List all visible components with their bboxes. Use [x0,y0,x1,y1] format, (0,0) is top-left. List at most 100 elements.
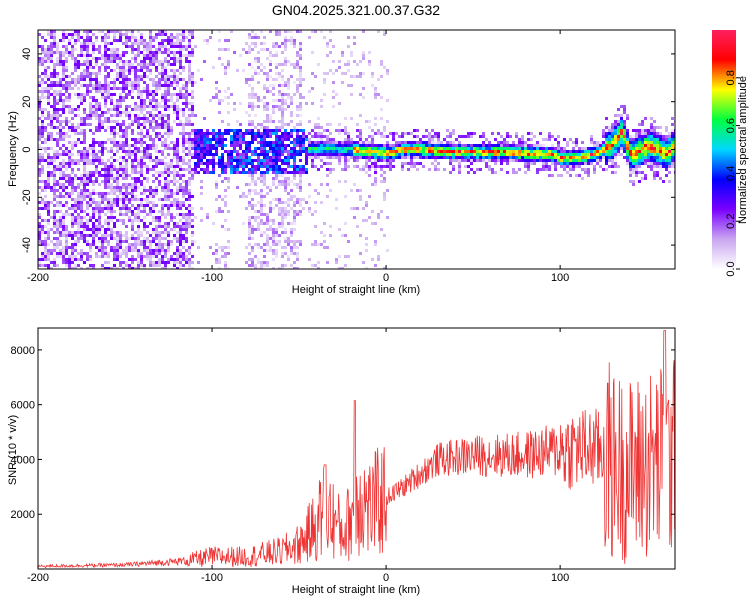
spectrogram-cell [593,153,596,156]
spectrogram-cell [146,180,149,183]
spectrogram-cell [323,153,326,156]
spectrogram-cell [83,123,86,126]
spectrogram-cell [179,87,182,90]
spectrogram-cell [71,162,74,165]
spectrogram-cell [485,138,488,141]
spectrogram-cell [497,144,500,147]
spectrogram-cell [230,159,233,162]
spectrogram-cell [83,111,86,114]
spectrogram-cell [41,219,44,222]
spectrogram-cell [578,150,581,153]
spectrogram-cell [374,162,377,165]
spectrogram-cell [74,141,77,144]
spectrogram-cell [38,99,41,102]
spectrogram-cell [350,156,353,159]
spectrogram-cell [269,228,272,231]
spectrogram-cell [128,105,131,108]
spectrogram-cell [215,249,218,252]
spectrogram-cell [488,144,491,147]
spectrogram-cell [77,114,80,117]
chart-title: GN04.2025.321.00.37.G32 [272,2,440,18]
spectrogram-cell [131,165,134,168]
spectrogram-cell [86,207,89,210]
spectrogram-cell [167,63,170,66]
spectrogram-cell [101,198,104,201]
spectrogram-cell [143,264,146,267]
spectrogram-cell [128,93,131,96]
spectrogram-cell [272,219,275,222]
spectrogram-cell [176,180,179,183]
spectrogram-cell [281,102,284,105]
spectrogram-cell [275,186,278,189]
spectrogram-cell [164,189,167,192]
spectrogram-cell [104,231,107,234]
spectrogram-cell [185,213,188,216]
spectrogram-cell [425,141,428,144]
spectrogram-cell [122,171,125,174]
spectrogram-cell [221,156,224,159]
spectrogram-cell [92,84,95,87]
spectrogram-cell [299,105,302,108]
spectrogram-cell [599,147,602,150]
spectrogram-cell [206,138,209,141]
spectrogram-cell [143,189,146,192]
spectrogram-cell [260,138,263,141]
spectrogram-cell [104,204,107,207]
spectrogram-cell [347,60,350,63]
spectrogram-cell [86,48,89,51]
spectrogram-cell [62,126,65,129]
spectrogram-cell [113,120,116,123]
spectrogram-cell [143,216,146,219]
spectrogram-cell [140,180,143,183]
spectrogram-cell [113,165,116,168]
spectrogram-cell [140,198,143,201]
spectrogram-cell [449,135,452,138]
spectrogram-cell [50,159,53,162]
spectrogram-cell [287,162,290,165]
spectrogram-cell [614,144,617,147]
spectrogram-cell [56,57,59,60]
spectrogram-cell [167,174,170,177]
spectrogram-cell [299,168,302,171]
spectrogram-cell [248,63,251,66]
spectrogram-cell [311,153,314,156]
spectrogram-cell [95,111,98,114]
spectrogram-cell [611,132,614,135]
spectrogram-cell [392,153,395,156]
spectrogram-cell [62,84,65,87]
spectrogram-cell [305,135,308,138]
spectrogram-cell [623,117,626,120]
spectrogram-cell [50,156,53,159]
spectrogram-cell [275,174,278,177]
spectrogram-cell [398,144,401,147]
spectrogram-cell [572,147,575,150]
spectrogram-cell [164,75,167,78]
spectrogram-cell [86,72,89,75]
spectrogram-cell [152,159,155,162]
spectrogram-cell [167,81,170,84]
spectrogram-cell [620,147,623,150]
spectrogram-cell [353,42,356,45]
spectrogram-cell [131,36,134,39]
spectrogram-cell [212,162,215,165]
spectrogram-cell [62,138,65,141]
spectrogram-cell [116,87,119,90]
spectrogram-cell [530,138,533,141]
spectrogram-cell [323,93,326,96]
spectrogram-cell [95,255,98,258]
spectrogram-cell [200,159,203,162]
spectrogram-cell [614,159,617,162]
spectrogram-cell [407,147,410,150]
spectrogram-cell [44,69,47,72]
spectrogram-cell [116,123,119,126]
spectrogram-cell [68,75,71,78]
spectrogram-cell [296,30,299,33]
spectrogram-cell [164,204,167,207]
spectrogram-cell [176,237,179,240]
spectrogram-cell [434,159,437,162]
spectrogram-cell [458,171,461,174]
spectrogram-cell [119,60,122,63]
spectrogram-cell [362,87,365,90]
spectrogram-cell [50,75,53,78]
spectrogram-cell [119,111,122,114]
